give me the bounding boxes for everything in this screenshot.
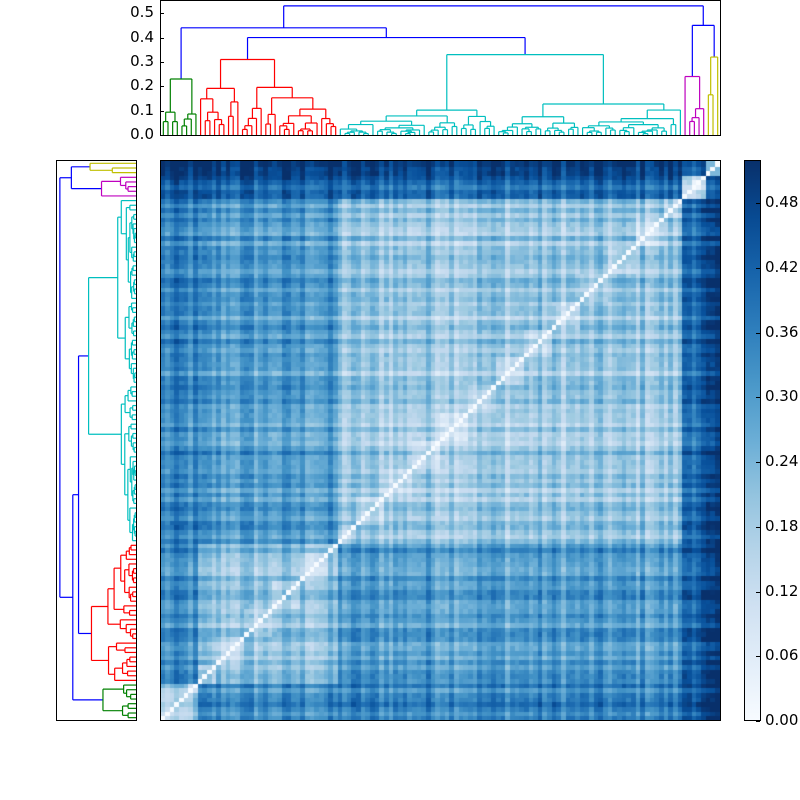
top-dendrogram-tick [160,37,164,39]
colorbar [744,160,761,721]
distance-heatmap [160,160,721,721]
top-dendrogram-tick [160,13,164,15]
top-dendrogram-tick-label: 0.5 [130,3,154,22]
colorbar-tick-label: 0.00 [765,711,799,729]
colorbar-tick [756,267,760,269]
colorbar-tick [756,721,760,722]
colorbar-tick-label: 0.42 [765,257,799,276]
heatmap-canvas [161,161,720,720]
colorbar-tick [756,591,760,593]
top-dendrogram-tick-label: 0.0 [130,125,154,143]
colorbar-tick-label: 0.18 [765,516,799,535]
colorbar-tick-label: 0.24 [765,452,799,471]
colorbar-tick [756,462,760,464]
colorbar-tick [756,526,760,528]
top-dendrogram-tick-label: 0.2 [130,76,154,95]
colorbar-tick-label: 0.12 [765,581,799,600]
colorbar-tick [756,203,760,205]
colorbar-tick [756,332,760,334]
top-dendrogram-tick [160,86,164,88]
top-dendrogram-tick-label: 0.4 [130,27,154,46]
top-dendrogram-tick [160,61,164,63]
top-dendrogram [160,0,721,136]
top-dendrogram-tick-label: 0.3 [130,51,154,70]
left-dendrogram [56,160,137,721]
colorbar-tick-label: 0.48 [765,193,799,212]
colorbar-tick-label: 0.06 [765,646,799,665]
colorbar-tick [756,397,760,399]
left-dendrogram-plot [59,162,136,719]
colorbar-tick [756,656,760,658]
colorbar-tick-label: 0.30 [765,387,799,406]
top-dendrogram-tick [160,110,164,112]
top-dendrogram-plot [162,5,719,135]
top-dendrogram-tick-label: 0.1 [130,100,154,119]
top-dendrogram-tick [160,135,164,136]
colorbar-tick-label: 0.36 [765,322,799,341]
